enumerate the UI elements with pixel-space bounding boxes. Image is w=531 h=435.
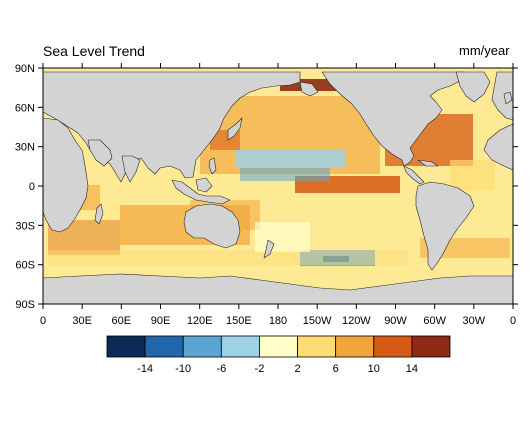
colorbar-swatch xyxy=(411,335,451,358)
x-axis-ticks: 0 30E 60E 90E 120E 150E 180 150W 120W 90W 60W 30W 0 xyxy=(40,63,516,327)
colorbar-swatch xyxy=(106,335,146,358)
south-america-landmass xyxy=(415,181,475,271)
y-tick-label: 60N xyxy=(15,102,35,114)
alaska-landmass xyxy=(299,81,319,97)
colorbar-swatch xyxy=(144,335,184,358)
japan-landmass xyxy=(227,117,243,141)
colorbar-label: -14 xyxy=(137,363,153,375)
x-tick-label: 90E xyxy=(151,315,171,327)
units-label: mm/year xyxy=(459,43,510,58)
australia-landmass xyxy=(183,203,241,249)
greenland-landmass xyxy=(455,71,491,103)
x-tick-label: 60E xyxy=(112,315,132,327)
x-tick-label: 150W xyxy=(303,315,332,327)
colorbar-swatch xyxy=(182,335,222,358)
y-tick-label: 60S xyxy=(15,260,35,272)
x-tick-label: 180 xyxy=(269,315,287,327)
india-landmass xyxy=(121,155,141,183)
europe-west-landmass xyxy=(491,71,513,121)
indonesia-landmass xyxy=(171,179,231,205)
colorbar-label: -2 xyxy=(255,363,265,375)
arabia-landmass xyxy=(87,139,113,167)
new-zealand-landmass xyxy=(263,239,275,259)
x-tick-label: 120W xyxy=(342,315,371,327)
colorbar-label: -10 xyxy=(175,363,191,375)
y-tick-label: 90S xyxy=(15,299,35,311)
central-america-landmass xyxy=(403,165,425,185)
x-tick-label: 30W xyxy=(463,315,486,327)
philippines-landmass xyxy=(208,157,217,175)
x-tick-label: 60W xyxy=(423,315,446,327)
x-tick-label: 0 xyxy=(40,315,46,327)
y-tick-label: 30N xyxy=(15,142,35,154)
colorbar-label: 14 xyxy=(406,363,418,375)
uk-landmass xyxy=(503,91,513,105)
africa-west-landmass xyxy=(483,123,513,171)
madagascar-landmass xyxy=(94,203,104,225)
colorbar-swatch xyxy=(259,335,298,358)
antarctica-landmass xyxy=(43,273,513,304)
map-plot-area xyxy=(43,68,513,304)
y-axis-ticks: 90N 60N 30N 0 30S 60S 90S xyxy=(15,63,518,311)
x-tick-label: 30E xyxy=(72,315,92,327)
y-tick-label: 30S xyxy=(15,220,35,232)
colorbar-label: 6 xyxy=(333,363,339,375)
colorbar-label: -6 xyxy=(216,363,226,375)
x-tick-label: 150E xyxy=(226,315,252,327)
map-title: Sea Level Trend xyxy=(43,43,145,59)
borneo-landmass xyxy=(195,177,213,193)
colorbar-swatch xyxy=(220,335,260,358)
africa-landmass xyxy=(43,117,89,233)
caribbean-islands xyxy=(417,159,439,167)
north-america-landmass xyxy=(321,71,465,167)
x-tick-label: 120E xyxy=(187,315,213,327)
colorbar-label: 2 xyxy=(294,363,300,375)
colorbar: -14 -10 -6 -2 2 6 10 14 xyxy=(106,335,451,375)
x-tick-label: 90W xyxy=(384,315,407,327)
colorbar-swatch xyxy=(373,335,413,358)
colorbar-label: 10 xyxy=(368,363,380,375)
y-tick-label: 90N xyxy=(15,63,35,75)
colorbar-swatch xyxy=(297,335,337,358)
y-tick-label: 0 xyxy=(29,181,35,193)
land-masses xyxy=(43,71,513,304)
colorbar-swatch xyxy=(335,335,375,358)
x-tick-label: 0 xyxy=(510,315,516,327)
